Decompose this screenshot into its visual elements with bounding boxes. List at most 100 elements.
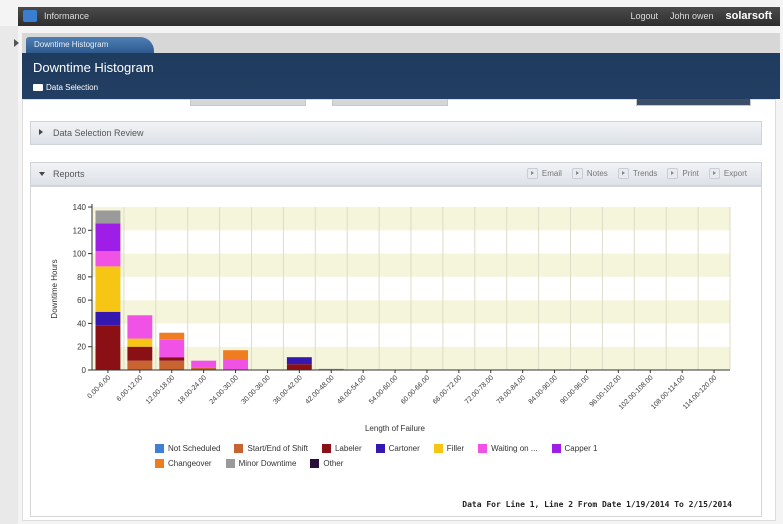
data-selection-icon	[33, 84, 43, 91]
legend-label: Other	[323, 459, 344, 468]
legend-item[interactable]: Other	[310, 459, 343, 468]
report-footnote: Data For Line 1, Line 2 From Date 1/19/2…	[462, 500, 732, 509]
legend-label: Minor Downtime	[238, 459, 297, 468]
bar-segment[interactable]: Labeler: 3	[159, 357, 185, 361]
email-action[interactable]: Email	[526, 168, 562, 179]
legend-swatch	[375, 444, 385, 453]
arrow-icon	[526, 168, 538, 179]
x-tick-label: 6.00-12.00	[116, 374, 145, 403]
bar-segment[interactable]: Changeover: 6	[159, 332, 185, 340]
x-axis-label: Length of Failure	[365, 424, 426, 433]
action-label: Print	[682, 169, 699, 178]
bar-segment[interactable]: Filler: 39	[95, 266, 121, 312]
legend-item[interactable]: Not Scheduled	[155, 444, 220, 453]
bar-segment[interactable]: Cartoner: 6	[286, 357, 312, 365]
legend-item[interactable]: Cartoner	[375, 444, 420, 453]
data-selection-button[interactable]: Data Selection	[33, 83, 98, 92]
legend-item[interactable]: Capper 1	[551, 444, 598, 453]
collapse-icon	[39, 172, 45, 176]
bar-segment[interactable]: Filler: 7	[127, 338, 153, 347]
legend-item[interactable]: Start/End of Shift	[234, 444, 308, 453]
bar-segment[interactable]: Start/End of Shift: 8	[127, 360, 153, 370]
downtime-histogram-chart: Labeler: 38Cartoner: 12Filler: 39Waiting…	[50, 203, 731, 433]
y-tick-label: 40	[77, 319, 86, 328]
legend-row: Changeover Minor Downtime Other	[155, 459, 675, 468]
legend-item[interactable]: Labeler	[321, 444, 362, 453]
y-tick-label: 60	[77, 296, 86, 305]
x-tick-label: 84.00-90.00	[528, 374, 559, 405]
x-tick-label: 72.00-78.00	[464, 374, 495, 405]
panel-title: Data Selection Review	[53, 128, 144, 138]
tab-downtime-histogram[interactable]: Downtime Histogram	[26, 37, 154, 53]
app-logo-icon[interactable]	[23, 10, 37, 22]
tab-strip	[22, 33, 780, 53]
legend-item[interactable]: Changeover	[155, 459, 212, 468]
export-action[interactable]: Export	[708, 168, 747, 179]
bar-segment[interactable]: Cartoner: 12	[95, 311, 121, 326]
x-tick-label: 90.00-96.00	[559, 374, 590, 405]
bar-segment[interactable]: Minor Downtime: 1	[318, 368, 344, 370]
bar-segment[interactable]: Waiting on ...: 20	[127, 315, 153, 339]
logout-link[interactable]: Logout	[630, 11, 658, 21]
trends-action[interactable]: Trends	[617, 168, 658, 179]
data-selection-review-panel[interactable]: Data Selection Review	[30, 121, 762, 145]
print-action[interactable]: Print	[667, 168, 699, 179]
bar-segment[interactable]: Changeover: 8	[223, 350, 248, 360]
arrow-icon	[617, 168, 629, 179]
x-tick-label: 18.00-24.00	[177, 374, 208, 405]
legend-label: Start/End of Shift	[247, 444, 308, 453]
legend-item[interactable]: Minor Downtime	[225, 459, 297, 468]
user-name: John owen	[669, 11, 714, 21]
notes-action[interactable]: Notes	[571, 168, 608, 179]
legend-label: Cartoner	[388, 444, 420, 453]
legend-swatch	[551, 444, 561, 453]
data-selection-label: Data Selection	[46, 83, 99, 92]
action-label: Notes	[586, 169, 608, 178]
bar-segment[interactable]: Labeler: 38	[95, 325, 121, 370]
x-tick-label: 42.00-48.00	[304, 374, 335, 405]
y-tick-label: 100	[73, 250, 87, 259]
selection-field-2[interactable]	[332, 99, 448, 106]
legend-item[interactable]: Filler	[433, 444, 465, 453]
bar-segment[interactable]: Labeler: 5	[286, 364, 312, 370]
bar-segment[interactable]: Waiting on ...: 6	[191, 360, 217, 368]
expand-arrow-icon[interactable]	[14, 39, 19, 47]
arrow-icon	[708, 168, 720, 179]
bar-segment[interactable]: Waiting on ...: 15	[159, 339, 185, 358]
legend-label: Waiting on ...	[491, 444, 538, 453]
selection-apply-button[interactable]	[636, 99, 751, 106]
bar-segment[interactable]: Labeler: 12	[127, 346, 153, 361]
legend-row: Not Scheduled Start/End of Shift Labeler Ca…	[155, 444, 675, 453]
legend-swatch	[478, 444, 488, 453]
action-label: Export	[723, 169, 747, 178]
app-name: Informance	[44, 11, 90, 21]
action-label: Trends	[632, 169, 658, 178]
legend-label: Filler	[446, 444, 465, 453]
x-tick-label: 0.00-6.00	[86, 374, 112, 400]
legend-swatch	[310, 459, 320, 468]
bar-segment[interactable]: Minor Downtime: 11	[95, 210, 121, 224]
arrow-icon	[667, 168, 679, 179]
y-axis-label: Downtime Hours	[50, 259, 59, 318]
bar-segment[interactable]: Waiting on ...: 9	[223, 359, 248, 370]
y-tick-label: 20	[77, 343, 86, 352]
legend-swatch	[155, 444, 164, 453]
bar-segment[interactable]: Capper 1: 24	[95, 223, 121, 252]
bar-segment[interactable]: Waiting on ...: 13	[95, 251, 121, 267]
x-tick-label: 66.00-72.00	[432, 374, 463, 405]
action-label: Email	[541, 169, 562, 178]
selection-field-1[interactable]	[190, 99, 306, 106]
x-tick-label: 12.00-18.00	[145, 374, 176, 405]
x-tick-label: 114.00-120.00	[682, 374, 719, 411]
legend-item[interactable]: Waiting on ...	[478, 444, 538, 453]
bar-segment[interactable]: Start/End of Shift: 8	[159, 360, 185, 370]
chart-legend: Not Scheduled Start/End of Shift Labeler Ca…	[155, 444, 675, 474]
arrow-icon	[571, 168, 583, 179]
reports-panel[interactable]: Reports Email Notes Trends Print Export	[30, 162, 762, 186]
bar-segment[interactable]: Start/End of Shift: 2	[191, 367, 217, 370]
x-tick-label: 30.00-36.00	[240, 374, 271, 405]
legend-label: Capper 1	[564, 444, 598, 453]
legend-swatch	[433, 444, 443, 453]
legend-swatch	[234, 444, 244, 453]
legend-label: Labeler	[334, 444, 362, 453]
